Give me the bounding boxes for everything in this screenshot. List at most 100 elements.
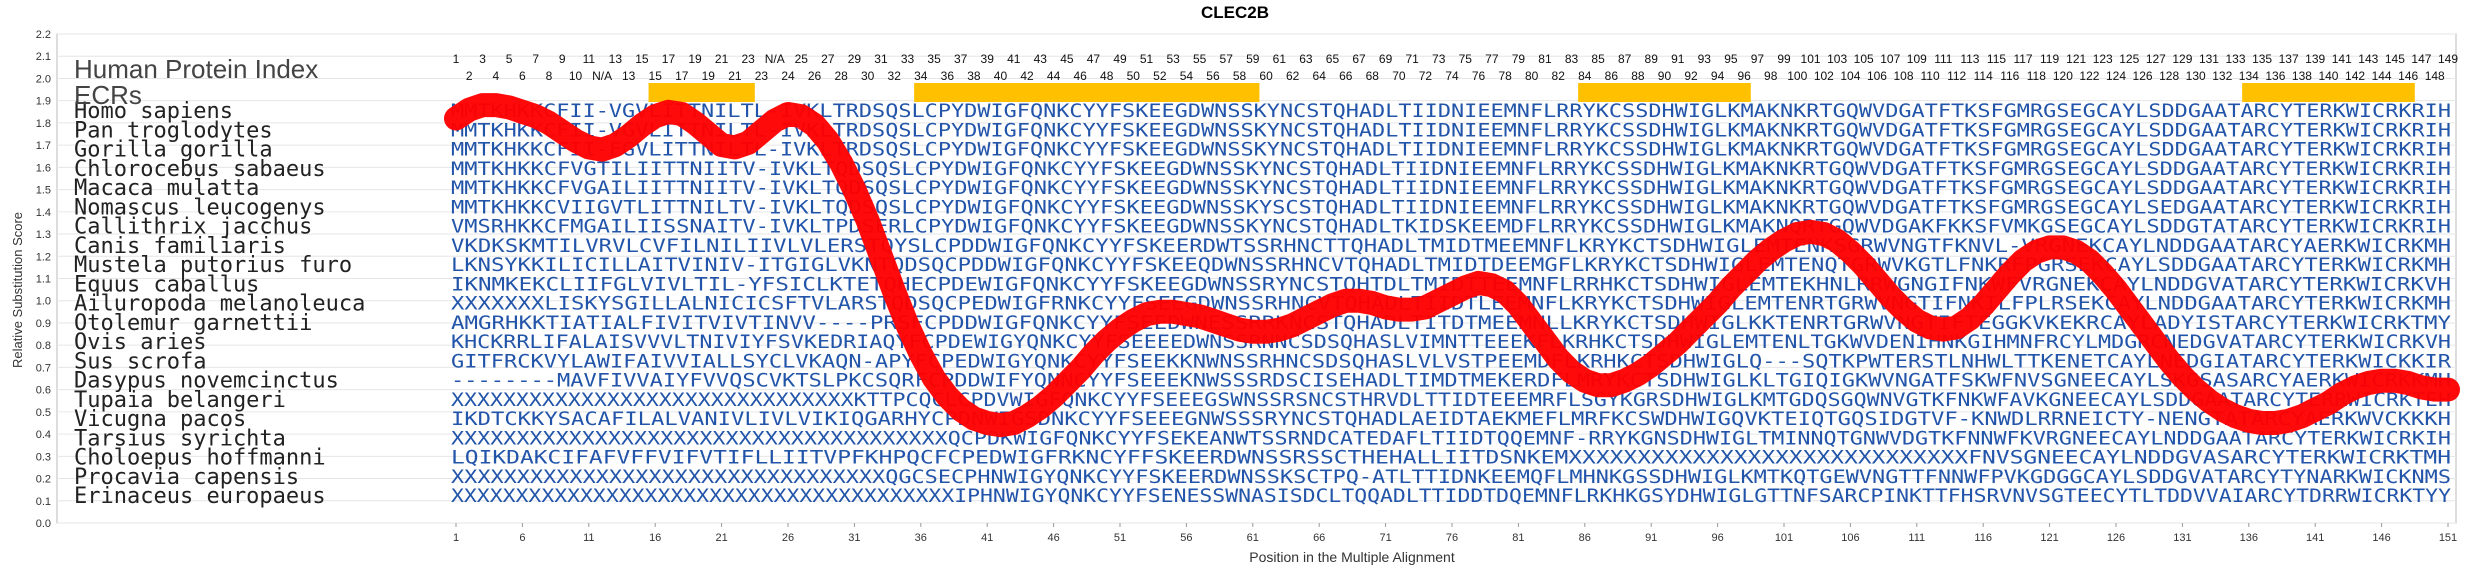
index-bottom-label: 24 bbox=[781, 69, 795, 83]
sequence-row: XXXXXXXXXXXXXXXXXXXXXXXXXXXXXXXXXXXXXXQC… bbox=[451, 428, 2451, 449]
y-tick-label: 0.6 bbox=[36, 385, 51, 397]
sequence-row: MMTKHKKCFII-FGVLITTNILTL-IVKLTRDSQSLCPYD… bbox=[451, 140, 2451, 161]
index-top-label: 13 bbox=[609, 52, 623, 66]
index-bottom-label: 124 bbox=[2106, 69, 2126, 83]
ecr-label: ECRs bbox=[74, 80, 142, 110]
index-top-label: 137 bbox=[2279, 52, 2299, 66]
index-top-label: 127 bbox=[2146, 52, 2166, 66]
y-tick-label: 1.8 bbox=[36, 118, 51, 130]
index-top-label: 111 bbox=[1934, 52, 1953, 66]
index-bottom-label: 26 bbox=[808, 69, 822, 83]
sequence-row: VKDKSKMTILVRVLCVFILNILIIVLVLERSTQYSLCPDD… bbox=[451, 236, 2451, 257]
human-protein-index: 1 3 5 7 9 11 13 15 17 19 21 23 N/A 25 27 29 31 33 35 37 39 41… bbox=[453, 52, 2459, 83]
sequence-row: MMTKHKKCFII-VGVLITTNILTL-IVKLTRDSQSLCPYD… bbox=[451, 120, 2451, 141]
index-bottom-label: 34 bbox=[914, 69, 928, 83]
index-bottom-label: 42 bbox=[1020, 69, 1034, 83]
x-tick-label: 6 bbox=[519, 532, 525, 544]
y-tick-label: 0.3 bbox=[36, 451, 51, 463]
sequence-row: MMTKHKKCFVGAILIITTNIITV-IVKLTQDSQSLCPYDW… bbox=[451, 178, 2451, 199]
y-tick-label: 1.5 bbox=[36, 185, 51, 197]
index-bottom-label: 148 bbox=[2425, 69, 2445, 83]
index-top-label: 93 bbox=[1698, 52, 1712, 66]
index-bottom-label: 23 bbox=[755, 69, 769, 83]
index-bottom-label: 13 bbox=[622, 69, 636, 83]
index-bottom-label: 52 bbox=[1153, 69, 1167, 83]
index-bottom-label: 56 bbox=[1206, 69, 1220, 83]
y-tick-label: 1.3 bbox=[36, 229, 51, 241]
x-tick-label: 41 bbox=[981, 532, 993, 544]
index-bottom-label: 30 bbox=[861, 69, 875, 83]
index-bottom-label: 64 bbox=[1313, 69, 1327, 83]
index-top-label: 77 bbox=[1485, 52, 1499, 66]
index-bottom-label: 82 bbox=[1552, 69, 1566, 83]
sequence-row: GITFRCKVYLAWIFAIVVIALLSYCLVKAQN-APYFCPED… bbox=[451, 351, 2452, 372]
index-bottom-label: 126 bbox=[2133, 69, 2153, 83]
index-top-label: 11 bbox=[583, 52, 596, 66]
y-tick-label: 2.1 bbox=[36, 51, 51, 63]
species-label: Chlorocebus sabaeus bbox=[74, 157, 326, 182]
x-tick-label: 141 bbox=[2306, 532, 2324, 544]
index-top-label: 83 bbox=[1565, 52, 1579, 66]
species-label: Mustela putorius furo bbox=[74, 253, 352, 278]
x-tick-label: 26 bbox=[782, 532, 794, 544]
index-bottom-label: 128 bbox=[2159, 69, 2179, 83]
x-axis-label: Position in the Multiple Alignment bbox=[1249, 549, 1455, 565]
index-top-label: 97 bbox=[1751, 52, 1765, 66]
species-label: Callithrix jacchus bbox=[74, 215, 312, 240]
y-tick-label: 1.9 bbox=[36, 96, 51, 108]
index-bottom-label: 72 bbox=[1419, 69, 1433, 83]
y-tick-label: 1.4 bbox=[36, 207, 51, 219]
index-bottom-label: 144 bbox=[2372, 69, 2392, 83]
index-top-label: 59 bbox=[1246, 52, 1260, 66]
index-bottom-label: 108 bbox=[1894, 69, 1914, 83]
sequence-row: IKDTCKKYSACAFILALVANIVLIVLVIKIQGARHYCPDN… bbox=[451, 409, 2451, 430]
index-top-label: 69 bbox=[1379, 52, 1393, 66]
index-top-label: 9 bbox=[559, 52, 566, 66]
species-label: Procavia capensis bbox=[74, 465, 299, 490]
index-bottom-label: 104 bbox=[1840, 69, 1860, 83]
index-top-label: 119 bbox=[2040, 52, 2059, 66]
index-top-label: 3 bbox=[479, 52, 486, 66]
index-top-label: 81 bbox=[1538, 52, 1552, 66]
index-bottom-label: 54 bbox=[1180, 69, 1194, 83]
species-label: Homo sapiens bbox=[74, 99, 233, 124]
index-top-label: 113 bbox=[1960, 52, 1979, 66]
ecr-regions bbox=[648, 83, 2415, 102]
index-bottom-label: 94 bbox=[1711, 69, 1725, 83]
index-bottom-label: 28 bbox=[834, 69, 848, 83]
ecr-bar bbox=[2242, 83, 2415, 102]
species-label: Pan troglodytes bbox=[74, 118, 273, 143]
index-bottom-label: 58 bbox=[1233, 69, 1247, 83]
index-top-label: 91 bbox=[1671, 52, 1685, 66]
x-tick-label: 16 bbox=[649, 532, 661, 544]
chart-title: CLEC2B bbox=[1201, 3, 1269, 22]
index-top-label: 125 bbox=[2119, 52, 2139, 66]
index-top-label: 129 bbox=[2172, 52, 2192, 66]
y-tick-label: 0.1 bbox=[36, 496, 51, 508]
index-top-label: 57 bbox=[1220, 52, 1234, 66]
y-tick-label: 1.0 bbox=[36, 296, 51, 308]
index-bottom-label: 68 bbox=[1366, 69, 1380, 83]
index-bottom-label: 66 bbox=[1339, 69, 1353, 83]
x-tick-label: 111 bbox=[1908, 532, 1925, 544]
x-tick-label: 46 bbox=[1047, 532, 1059, 544]
index-top-label: 7 bbox=[532, 52, 539, 66]
index-top-label: 45 bbox=[1060, 52, 1074, 66]
index-top-label: 107 bbox=[1880, 52, 1900, 66]
index-bottom-label: 4 bbox=[492, 69, 499, 83]
species-label: Tarsius syrichta bbox=[74, 426, 286, 451]
x-tick-label: 131 bbox=[2173, 532, 2191, 544]
x-tick-label: 121 bbox=[2040, 532, 2058, 544]
species-label: Canis familiaris bbox=[74, 234, 286, 259]
index-top-label: 17 bbox=[662, 52, 676, 66]
index-top-label: 117 bbox=[2013, 52, 2032, 66]
score-line bbox=[444, 93, 2460, 438]
index-top-label: 49 bbox=[1113, 52, 1127, 66]
ecr-bar bbox=[1578, 83, 1751, 102]
x-tick-label: 91 bbox=[1645, 532, 1657, 544]
score-line-layer bbox=[444, 93, 2460, 438]
sequence-row: LKNSYKKILICILLAITVINIV-ITGIGLVKNTQDSQCPD… bbox=[451, 255, 2451, 276]
index-bottom-label: 116 bbox=[2000, 69, 2019, 83]
x-tick-label: 81 bbox=[1512, 532, 1524, 544]
